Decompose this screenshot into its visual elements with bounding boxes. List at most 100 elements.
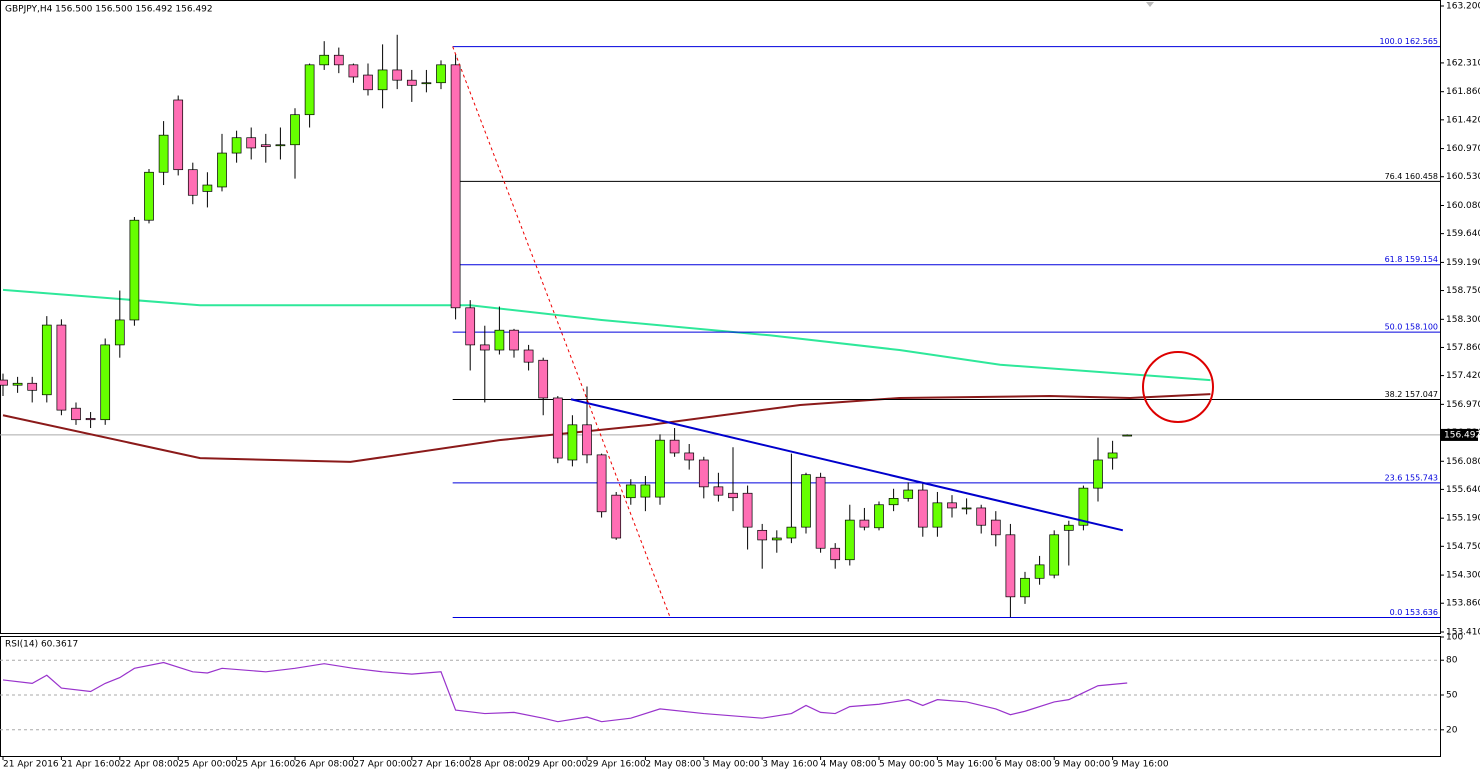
candle-body [479,344,490,351]
candle-body [333,54,344,66]
candle-body [421,82,432,85]
x-tick-label: 29 Apr 00:00 [529,760,588,770]
candle-body [611,494,622,539]
candle-body [1122,434,1133,437]
candle-body [450,64,461,309]
y-tick-label: 159.190 [1446,258,1480,268]
candle-body [187,169,198,196]
candle-body [1078,487,1089,526]
candle-body [56,324,67,411]
y-tick-label: 158.750 [1446,286,1480,296]
fib-label: 0.0 153.636 [1390,608,1438,617]
candle-body [596,454,607,513]
candle-body [947,502,957,509]
fib-label: 23.6 155.743 [1385,473,1438,482]
x-tick-label: 6 May 08:00 [996,760,1052,770]
candle-body [625,484,636,499]
candle-body [231,137,242,154]
highlight-circle [1142,351,1214,423]
candle-body [1020,577,1030,598]
candle-body [888,498,899,506]
candle-body [669,439,680,454]
main-pane [0,0,1441,634]
candle-body [1049,534,1060,576]
candle-body [844,519,855,561]
candle-body [465,307,476,346]
fib-label: 61.8 159.154 [1385,255,1438,264]
x-tick-label: 25 Apr 16:00 [237,760,296,770]
candle-body [815,476,826,549]
last-price-label: 156.492 [1444,430,1480,440]
moving-average [2,393,1211,463]
x-tick-label: 27 Apr 16:00 [412,760,471,770]
rsi-tick-label: 80 [1446,656,1458,666]
candle-body [377,69,388,91]
y-tick-label: 163.200 [1446,2,1480,12]
y-tick-label: 156.970 [1446,400,1480,410]
candle-body [509,329,519,351]
y-tick-label: 155.190 [1446,514,1480,524]
candle-body [567,424,578,461]
candle-body [319,54,330,66]
candle-body [523,349,534,363]
candle-body [41,324,52,396]
x-tick-label: 22 Apr 08:00 [120,760,179,770]
x-tick-label: 21 Apr 2016 [3,760,59,770]
candle-body [552,397,563,459]
candle-body [494,329,505,351]
fib-label: 38.2 157.047 [1385,390,1438,399]
x-tick-label: 29 Apr 16:00 [587,760,646,770]
candle-body [742,492,753,528]
candle-body [932,502,943,528]
candle-body [903,489,914,499]
candle-body [684,452,695,461]
candle-body [100,344,111,421]
x-tick-label: 26 Apr 08:00 [295,760,354,770]
fib-label: 76.4 160.458 [1385,172,1438,181]
shift-marker [1146,2,1154,7]
candle-body [158,134,169,173]
y-tick-label: 156.080 [1446,457,1480,467]
candle-body [757,529,768,541]
y-tick-label: 159.640 [1446,229,1480,239]
candle-body [1093,459,1103,489]
rsi-pane [0,636,1441,757]
y-tick-label: 153.410 [1446,628,1480,638]
fib-label: 100.0 162.565 [1379,37,1438,46]
chart-title: GBPJPY,H4 156.500 156.500 156.492 156.49… [5,5,213,15]
x-tick-label: 21 Apr 16:00 [61,760,120,770]
y-tick-label: 157.860 [1446,343,1480,353]
last-price-box [1440,428,1478,441]
candle-body [786,526,797,539]
candle-body [698,459,709,488]
x-tick-label: 9 May 16:00 [1113,760,1169,770]
candle-body [348,64,359,78]
candle-body [582,424,592,456]
candle-body [436,64,446,84]
y-tick-label: 160.080 [1446,201,1480,211]
y-tick-label: 154.750 [1446,542,1480,552]
candle-body [1107,452,1118,459]
y-tick-label: 162.310 [1446,58,1480,68]
candle-body [538,359,549,399]
candle-body [990,519,1001,536]
trendline [570,398,1124,532]
candle-body [917,489,928,528]
candle-body [71,407,81,421]
candle-body [0,379,8,386]
x-tick-label: 5 May 00:00 [879,760,935,770]
candle-body [713,486,724,496]
y-tick-label: 157.420 [1446,371,1480,381]
candle-body [655,439,665,498]
x-tick-label: 4 May 08:00 [821,760,877,770]
y-tick-label: 160.970 [1446,144,1480,154]
candle-body [290,114,300,146]
candle-body [961,507,972,510]
y-tick-label: 160.530 [1446,172,1480,182]
candle-body [1005,534,1016,598]
candle-body [304,64,315,116]
rsi-tick-label: 50 [1446,691,1458,701]
candle-body [771,537,782,541]
candle-body [260,144,271,148]
